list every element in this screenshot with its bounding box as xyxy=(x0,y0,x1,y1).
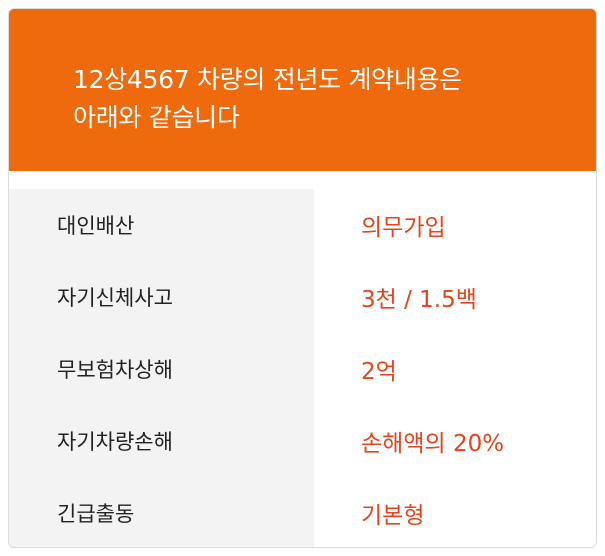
coverage-row-uninsured-motorist: 무보험차상해 2억 xyxy=(9,333,596,405)
header-title-line2: 아래와 같습니다 xyxy=(73,103,240,132)
header-title-line1: 12상4567 차량의 전년도 계약내용은 xyxy=(73,65,462,94)
header-title: 12상4567 차량의 전년도 계약내용은 아래와 같습니다 xyxy=(73,61,576,137)
coverage-value: 손해액의 20% xyxy=(361,431,505,457)
card-header: 12상4567 차량의 전년도 계약내용은 아래와 같습니다 xyxy=(9,9,596,171)
coverage-value: 의무가입 xyxy=(361,215,446,241)
coverage-label: 대인배산 xyxy=(57,214,135,238)
coverage-value: 3천 / 1.5백 xyxy=(361,287,477,313)
coverage-row-personal-injury: 자기신체사고 3천 / 1.5백 xyxy=(9,261,596,333)
coverage-row-bodily-injury: 대인배산 의무가입 xyxy=(9,189,596,261)
coverage-row-own-vehicle-damage: 자기차량손해 손해액의 20% xyxy=(9,405,596,477)
coverage-label: 자기신체사고 xyxy=(57,286,173,310)
coverage-value: 기본형 xyxy=(361,503,425,529)
coverage-value: 2억 xyxy=(361,359,397,385)
contract-summary-card: 12상4567 차량의 전년도 계약내용은 아래와 같습니다 대인배산 의무가입… xyxy=(8,8,597,548)
coverage-label: 긴급출동 xyxy=(57,502,135,526)
coverage-label: 자기차량손해 xyxy=(57,430,173,454)
coverage-label: 무보험차상해 xyxy=(57,358,173,382)
coverage-row-emergency-dispatch: 긴급출동 기본형 xyxy=(9,477,596,547)
coverage-table: 대인배산 의무가입 자기신체사고 3천 / 1.5백 무보험차상해 2억 자기차… xyxy=(9,189,596,547)
